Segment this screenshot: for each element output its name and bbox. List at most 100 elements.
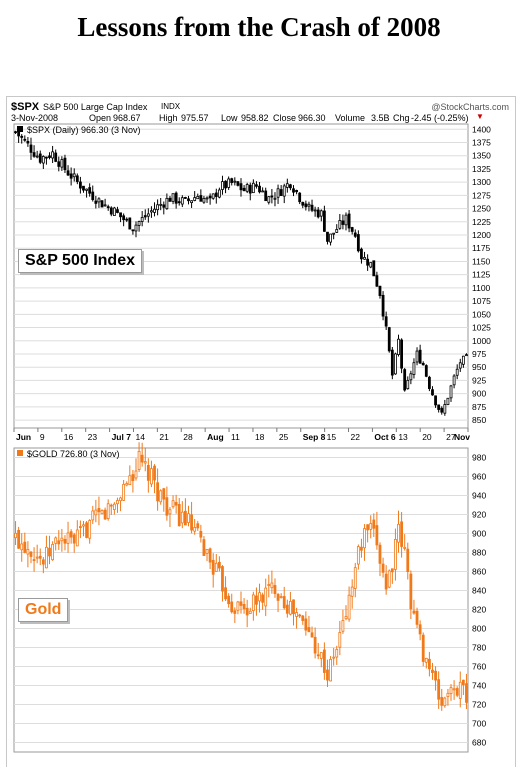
- gold-candle-body: [217, 561, 221, 569]
- spx-ytick-label: 1150: [472, 256, 491, 266]
- spx-candle-body: [193, 197, 197, 201]
- exchange: INDX: [161, 102, 181, 111]
- gold-candle-body: [227, 595, 231, 605]
- down-arrow-icon: ▼: [476, 112, 484, 121]
- spx-candle-body: [162, 204, 166, 208]
- quote-date: 3-Nov-2008: [11, 113, 59, 123]
- xtick-label: 22: [351, 432, 361, 442]
- gold-ytick-label: 800: [472, 624, 486, 634]
- spx-ytick-label: 1200: [472, 230, 491, 240]
- spx-candle-body: [267, 196, 271, 203]
- spx-candle-body: [285, 183, 289, 188]
- spx-candle-body: [353, 232, 357, 237]
- spx-candle-body: [153, 208, 156, 213]
- spx-candle-body: [150, 210, 153, 213]
- gold-candle-body: [171, 500, 175, 508]
- spx-candle-body: [57, 161, 61, 167]
- spx-candle-body: [455, 368, 459, 376]
- gold-candle-body: [63, 538, 67, 544]
- spx-candle-body: [316, 209, 320, 218]
- spx-candle-body: [217, 189, 221, 198]
- spx-candle-body: [106, 206, 110, 209]
- xtick-label: 20: [422, 432, 432, 442]
- gold-candle-body: [465, 683, 468, 703]
- low-label: Low: [221, 113, 238, 123]
- gold-candle-body: [23, 541, 27, 553]
- close-value: 966.30: [298, 113, 326, 123]
- spx-candle-body: [202, 197, 206, 203]
- spx-candle-body: [335, 229, 339, 233]
- spx-candle-body: [66, 170, 70, 176]
- xtick-label: 16: [64, 432, 74, 442]
- gold-candle-body: [224, 587, 227, 600]
- gold-candle-body: [75, 529, 79, 547]
- xtick-label: Nov: [454, 432, 470, 442]
- spx-candle-body: [88, 187, 92, 194]
- spx-candle-body: [347, 213, 351, 229]
- gold-candle-body: [177, 504, 181, 527]
- spx-candle-body: [310, 204, 314, 211]
- spx-candle-body: [79, 181, 82, 189]
- spx-candle-body: [159, 203, 163, 206]
- spx-candle-body: [14, 131, 17, 134]
- gold-candle-body: [205, 549, 209, 554]
- spx-candle-body: [137, 221, 141, 226]
- volume-value: 3.5B: [371, 113, 390, 123]
- chg-label: Chg: [393, 113, 410, 123]
- spx-candle-body: [146, 213, 150, 217]
- xtick-label: 15: [327, 432, 337, 442]
- gold-candle-body: [267, 584, 271, 586]
- spx-ytick-label: 1400: [472, 124, 491, 134]
- spx-candle-body: [248, 184, 252, 194]
- spx-candle-body: [29, 144, 33, 153]
- spx-candle-body: [313, 209, 317, 212]
- gold-candle-body: [131, 474, 135, 482]
- spx-ytick-label: 975: [472, 349, 486, 359]
- gold-candle-body: [184, 510, 187, 526]
- gold-candle-body: [211, 559, 215, 575]
- spx-candle-body: [418, 349, 422, 364]
- volume-label: Volume: [335, 113, 366, 123]
- spx-candle-body: [251, 182, 255, 194]
- gold-candle-body: [341, 620, 345, 632]
- gold-candle-body: [322, 649, 326, 673]
- spx-ytick-label: 850: [472, 415, 486, 425]
- gold-candle-body: [214, 562, 218, 572]
- spx-candle-body: [427, 376, 431, 389]
- spx-candle-body: [23, 138, 27, 141]
- gold-candle-body: [119, 497, 122, 502]
- spx-candle-body: [91, 191, 95, 201]
- gold-candle-body: [116, 500, 119, 505]
- gold-candle-body: [69, 531, 73, 538]
- spx-candle-body: [82, 185, 85, 191]
- spx-candle-body: [116, 209, 119, 213]
- spx-candle-body: [112, 207, 116, 216]
- spx-ytick-label: 1350: [472, 151, 491, 161]
- gold-candle-body: [245, 607, 249, 616]
- spx-candle-body: [94, 200, 98, 204]
- gold-candle-body: [51, 544, 55, 561]
- spx-candle-body: [69, 173, 73, 179]
- gold-candle-body: [134, 470, 138, 479]
- spx-candle-body: [338, 220, 342, 229]
- gold-candle-body: [279, 596, 283, 599]
- gold-candle-body: [298, 614, 302, 617]
- spx-candle-body: [156, 204, 160, 211]
- gold-candle-body: [313, 636, 317, 654]
- spx-candle-body: [184, 197, 187, 199]
- gold-candle-body: [292, 599, 295, 615]
- gold-candle-body: [369, 523, 373, 530]
- gold-ytick-label: 940: [472, 491, 486, 501]
- gold-candle-body: [159, 490, 163, 503]
- gold-ytick-label: 780: [472, 643, 486, 653]
- gold-ytick-label: 960: [472, 472, 486, 482]
- spx-ytick-label: 1225: [472, 217, 491, 227]
- gold-candle-body: [360, 546, 363, 551]
- spx-candle-body: [369, 262, 373, 268]
- xtick-label: 9: [40, 432, 45, 442]
- gold-candle-body: [88, 520, 92, 539]
- open-label: Open: [89, 113, 112, 123]
- spx-candle-body: [384, 316, 388, 327]
- gold-candle-body: [79, 526, 82, 528]
- gold-candle-body: [143, 461, 147, 464]
